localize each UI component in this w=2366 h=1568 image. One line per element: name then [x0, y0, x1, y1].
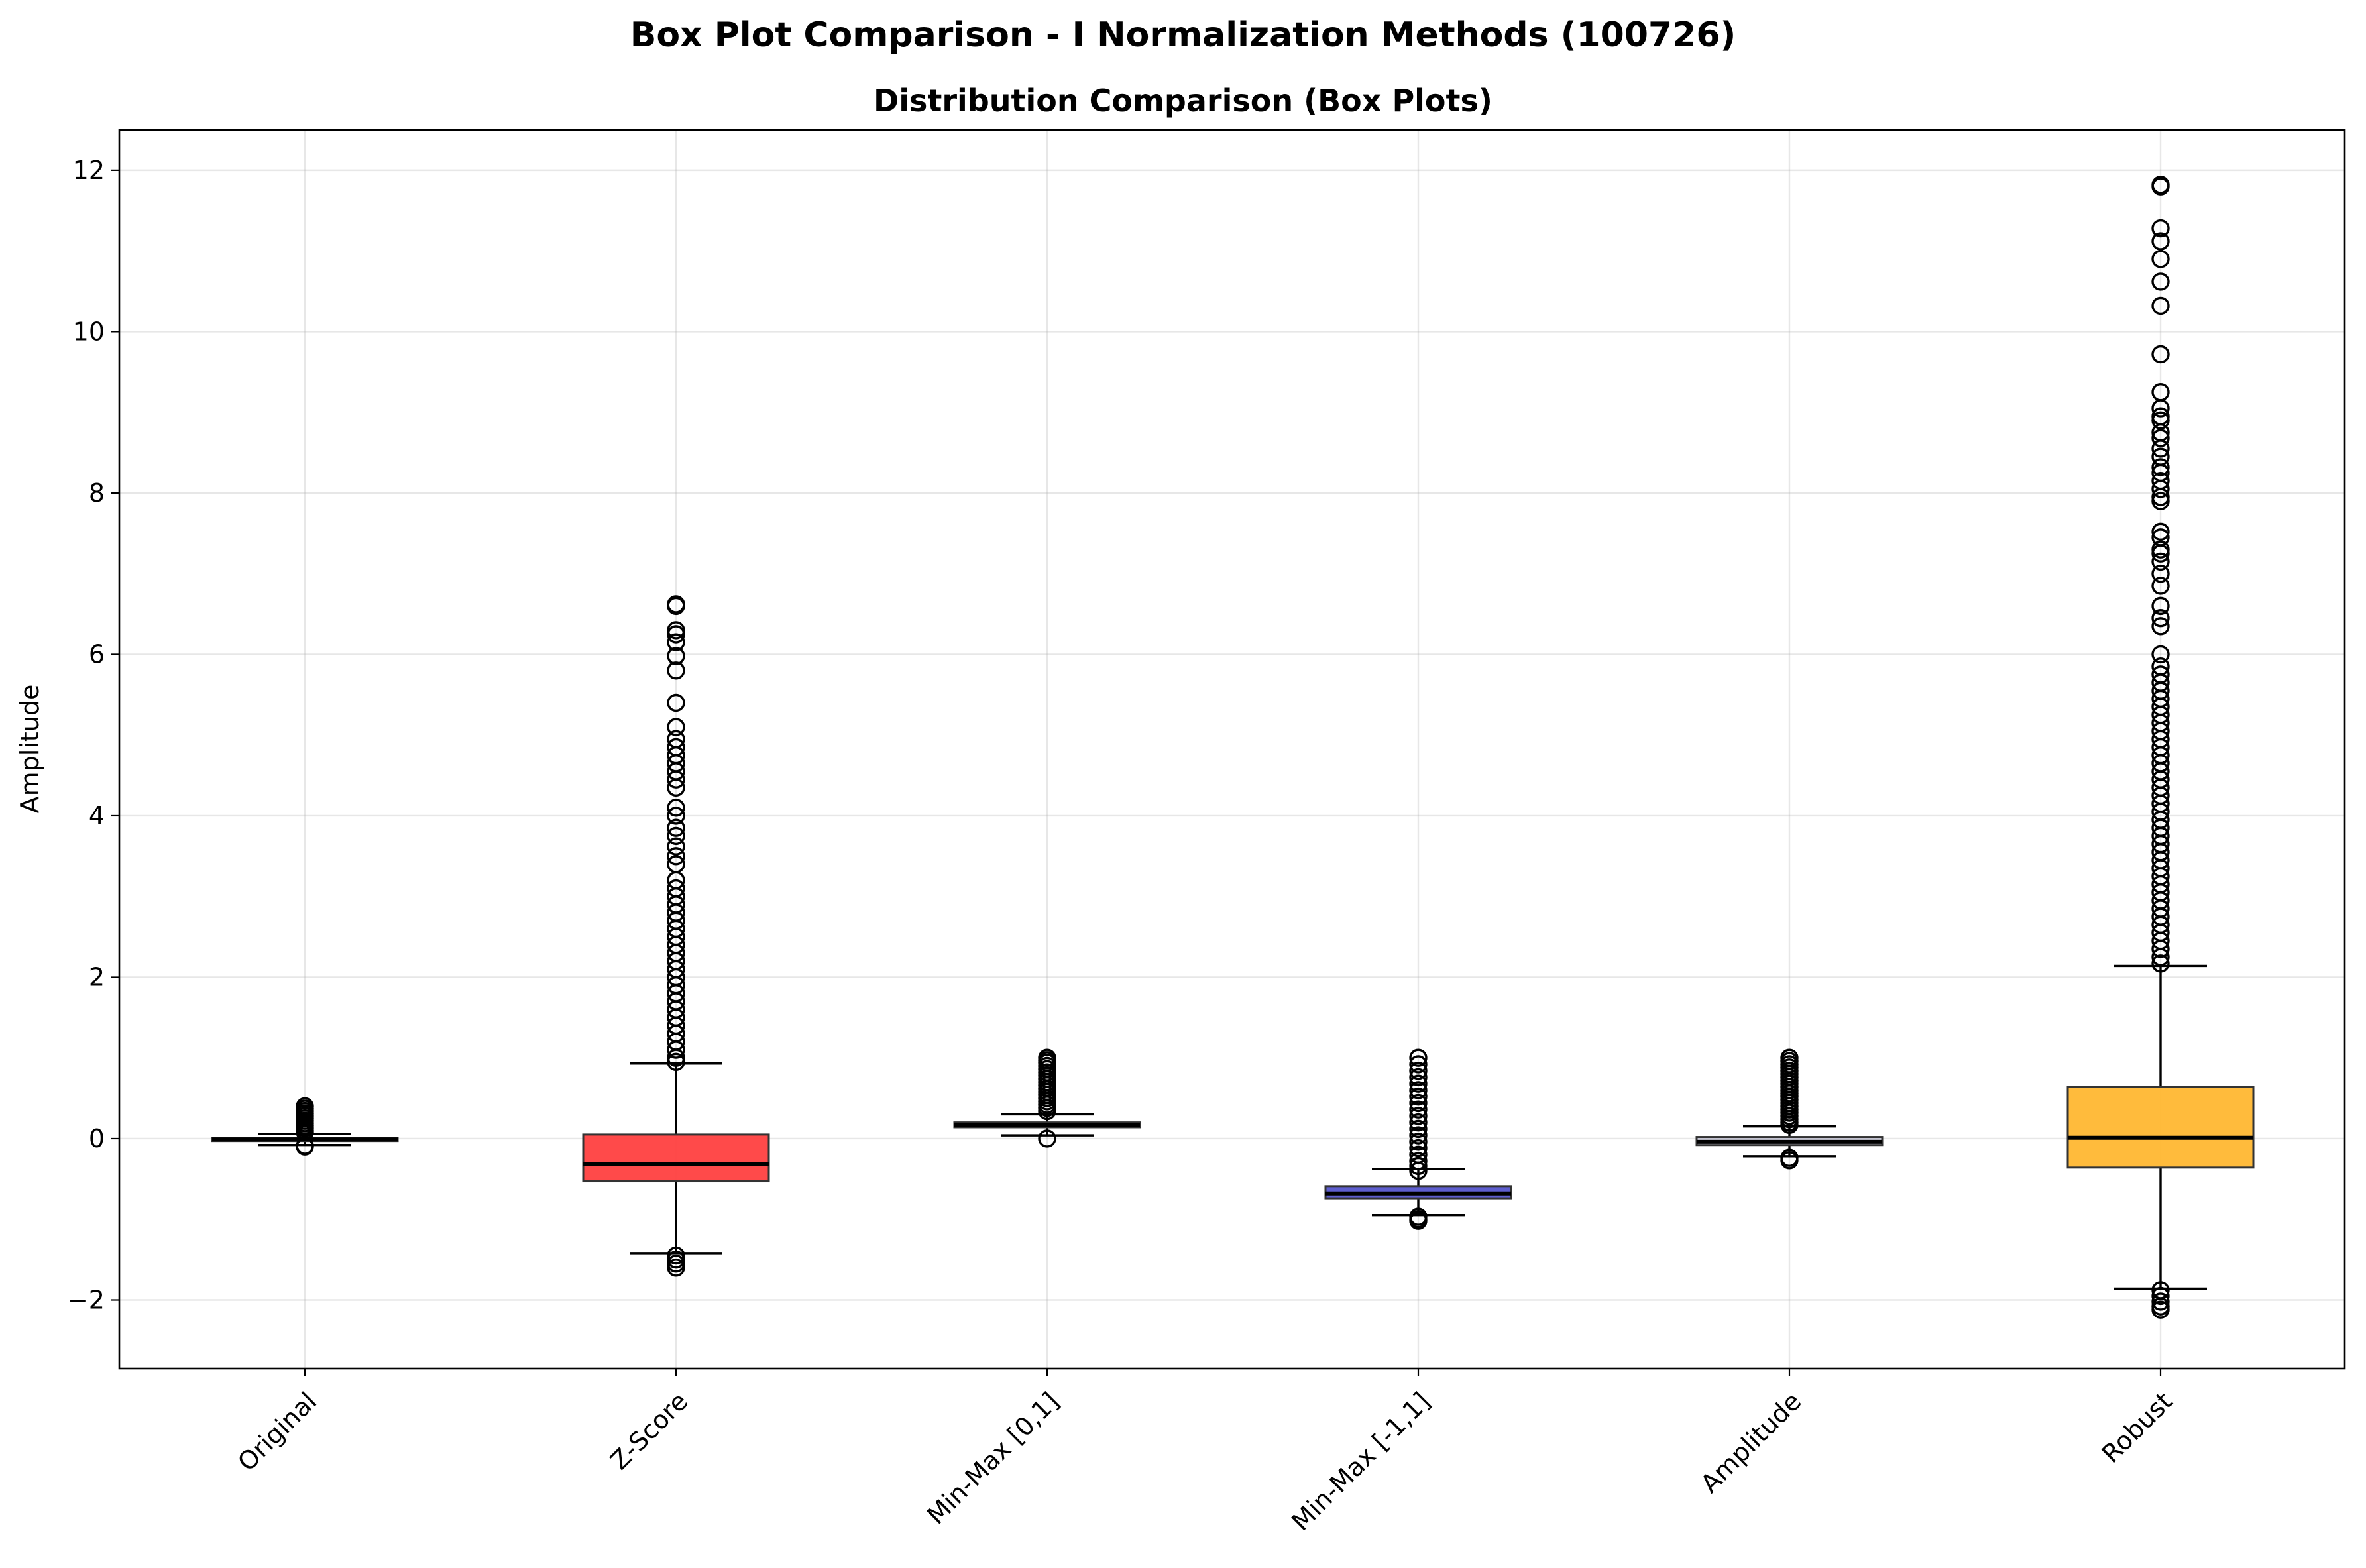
- outlier-point: [1409, 1126, 1428, 1145]
- outlier-point: [667, 718, 685, 736]
- outlier-point: [2151, 492, 2170, 510]
- outlier-point: [1409, 1139, 1428, 1158]
- outlier-point: [2151, 232, 2170, 251]
- outlier-point: [667, 770, 685, 789]
- outlier-point: [2151, 458, 2170, 476]
- outlier-point: [2151, 219, 2170, 238]
- outlier-point: [2151, 544, 2170, 563]
- outlier-point: [1409, 1119, 1428, 1139]
- outlier-point: [667, 625, 685, 644]
- outlier-point: [2151, 177, 2170, 196]
- outlier-point: [1780, 1151, 1799, 1170]
- outlier-point: [667, 799, 685, 817]
- outlier-point: [1409, 1068, 1428, 1087]
- outlier-point: [2151, 522, 2170, 541]
- outlier-point: [667, 778, 685, 797]
- outlier-point: [2151, 439, 2170, 458]
- y-tick-label: 4: [89, 801, 105, 830]
- y-tick-label: −2: [68, 1286, 105, 1315]
- y-tick-label: 10: [73, 317, 105, 346]
- outlier-point: [1409, 1100, 1428, 1119]
- outlier-point: [1038, 1129, 1056, 1148]
- outlier-point: [667, 826, 685, 846]
- outlier-point: [667, 807, 685, 825]
- outlier-point: [667, 1040, 685, 1059]
- outlier-point: [1409, 1113, 1428, 1132]
- outlier-point: [2151, 608, 2170, 628]
- outlier-point: [2151, 948, 2170, 966]
- outlier-point: [2151, 250, 2170, 268]
- outlier-point: [667, 661, 685, 680]
- outlier-point: [1780, 1115, 1799, 1134]
- outlier-point: [667, 847, 685, 866]
- outlier-point: [1409, 1048, 1428, 1067]
- outlier-point: [2151, 1300, 2170, 1319]
- outlier-point: [1409, 1211, 1428, 1230]
- outlier-point: [2151, 552, 2170, 571]
- outlier-point: [1409, 1107, 1428, 1125]
- outlier-point: [1409, 1133, 1428, 1151]
- outlier-point: [667, 647, 685, 665]
- outlier-point: [2151, 577, 2170, 595]
- outlier-point: [667, 596, 685, 616]
- outlier-point: [2151, 596, 2170, 616]
- figure-suptitle: Box Plot Comparison - I Normalization Me…: [630, 15, 1736, 55]
- outlier-point: [2151, 411, 2170, 430]
- outlier-point: [296, 1123, 314, 1141]
- outlier-point: [1409, 1081, 1428, 1099]
- outlier-point: [2151, 399, 2170, 418]
- outlier-point: [296, 1137, 314, 1156]
- outlier-point: [667, 633, 685, 651]
- outlier-point: [2151, 954, 2170, 973]
- outlier-point: [667, 818, 685, 837]
- outlier-point: [1038, 1101, 1056, 1121]
- outlier-point: [667, 1259, 685, 1277]
- outlier-point: [2151, 1286, 2170, 1306]
- y-tick-label: 0: [89, 1124, 105, 1153]
- plot-frame: [118, 129, 2346, 1370]
- outlier-point: [667, 693, 685, 712]
- y-tick-label: 8: [89, 478, 105, 508]
- outlier-point: [1409, 1093, 1428, 1113]
- outlier-point: [1409, 1074, 1428, 1093]
- outlier-point: [1409, 1087, 1428, 1106]
- outlier-point: [667, 837, 685, 856]
- outlier-point: [2151, 296, 2170, 315]
- outlier-point: [2151, 617, 2170, 636]
- outlier-point: [2151, 345, 2170, 364]
- outlier-point: [1409, 1055, 1428, 1074]
- y-axis-label: Amplitude: [15, 685, 44, 814]
- outlier-point: [2151, 480, 2170, 498]
- box-5: [2066, 1086, 2255, 1169]
- outlier-point: [2151, 1292, 2170, 1311]
- outlier-point: [2151, 645, 2170, 664]
- outlier-point: [667, 1052, 685, 1072]
- y-tick-label: 12: [73, 156, 105, 185]
- y-tick-label: 2: [89, 962, 105, 991]
- outlier-point: [2151, 940, 2170, 958]
- outlier-point: [2151, 429, 2170, 447]
- chart-title: Distribution Comparison (Box Plots): [873, 83, 1493, 119]
- outlier-point: [2151, 564, 2170, 583]
- y-tick-label: 6: [89, 640, 105, 669]
- outlier-point: [2151, 272, 2170, 291]
- outlier-point: [1409, 1156, 1428, 1176]
- outlier-point: [1409, 1062, 1428, 1080]
- outlier-point: [1409, 1152, 1428, 1170]
- box-1: [582, 1133, 770, 1183]
- outlier-point: [1409, 1161, 1428, 1180]
